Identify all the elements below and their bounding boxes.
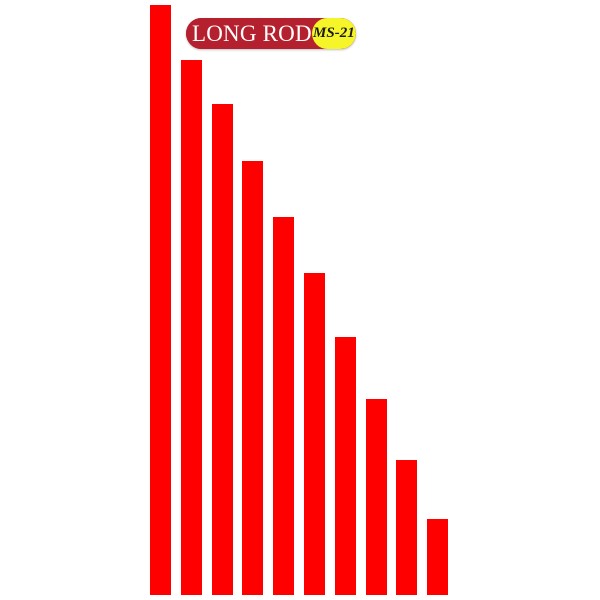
product-label-name: LONG ROD bbox=[186, 18, 312, 49]
rod-7 bbox=[334, 337, 356, 595]
rod-3 bbox=[211, 104, 233, 595]
product-label: LONG ROD MS-21 bbox=[186, 18, 356, 49]
rod-6 bbox=[304, 273, 325, 595]
rod-1 bbox=[150, 5, 171, 595]
rod-5 bbox=[273, 217, 295, 595]
product-code-badge: MS-21 bbox=[311, 18, 356, 49]
rod-9 bbox=[396, 460, 418, 595]
rod-8 bbox=[365, 399, 387, 595]
rod-10 bbox=[427, 519, 449, 595]
rod-4 bbox=[242, 161, 264, 595]
rod-2 bbox=[180, 60, 202, 595]
